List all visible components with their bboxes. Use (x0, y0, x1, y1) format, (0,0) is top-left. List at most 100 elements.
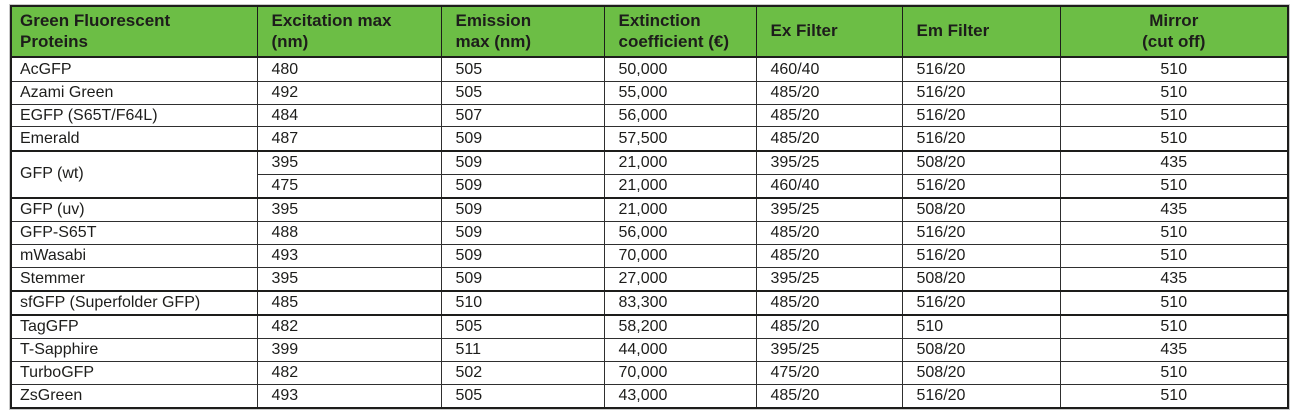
mirror-cell: 510 (1059, 313, 1289, 339)
ex-max-cell: 395 (256, 149, 442, 175)
ex-filter-cell: 460/40 (755, 173, 903, 199)
ex-max-cell: 488 (256, 220, 442, 245)
ext-coeff-cell: 58,200 (603, 313, 757, 339)
mirror-cell: 510 (1059, 289, 1289, 316)
ex-max-cell: 480 (256, 56, 442, 82)
em-max-cell: 505 (440, 313, 605, 339)
ex-max-cell: 485 (256, 289, 442, 316)
em-max-cell: 505 (440, 56, 605, 82)
table-row: TagGFP 482 505 58,200 485/20 510 510 (10, 313, 1289, 339)
table-row: T-Sapphire 399 511 44,000 395/25 508/20 435 (10, 337, 1289, 362)
em-filter-cell: 516/20 (901, 289, 1061, 316)
ext-coeff-cell: 56,000 (603, 220, 757, 245)
ex-filter-cell: 485/20 (755, 220, 903, 245)
column-header-label-line: coefficient (€) (618, 31, 730, 51)
column-header-mirror: Mirror (cut off) (1059, 5, 1289, 59)
column-header-label-line: Excitation max (271, 11, 392, 30)
gfp-properties-table: Green Fluorescent Proteins Excitation max(… (9, 4, 1290, 410)
ex-max-cell: 399 (256, 337, 442, 362)
em-filter-cell: 516/20 (901, 173, 1061, 199)
table-row: Stemmer 395 509 27,000 395/25 508/20 435 (10, 266, 1289, 292)
protein-name-cell: AcGFP (10, 56, 258, 82)
em-filter-cell: 508/20 (901, 337, 1061, 362)
em-filter-cell: 516/20 (901, 103, 1061, 128)
mirror-cell: 435 (1059, 266, 1289, 292)
ex-max-cell: 395 (256, 266, 442, 292)
em-max-cell: 509 (440, 149, 605, 175)
ex-max-cell: 482 (256, 313, 442, 339)
mirror-cell: 510 (1059, 360, 1289, 385)
ex-filter-cell: 395/25 (755, 337, 903, 362)
column-header-label-line: Green Fluorescent (20, 11, 171, 30)
ex-max-cell: 395 (256, 196, 442, 222)
em-max-cell: 509 (440, 196, 605, 222)
ext-coeff-cell: 50,000 (603, 56, 757, 82)
em-max-cell: 502 (440, 360, 605, 385)
ext-coeff-cell: 70,000 (603, 243, 757, 268)
table-row: TurboGFP 482 502 70,000 475/20 508/20 510 (10, 360, 1289, 385)
protein-name-cell: ZsGreen (10, 383, 258, 409)
mirror-cell: 510 (1059, 173, 1289, 199)
ext-coeff-cell: 57,500 (603, 126, 757, 152)
table-row: ZsGreen 493 505 43,000 485/20 516/20 510 (10, 383, 1289, 409)
ex-max-cell: 484 (256, 103, 442, 128)
ex-filter-cell: 485/20 (755, 80, 903, 105)
ext-coeff-cell: 21,000 (603, 173, 757, 199)
em-filter-cell: 508/20 (901, 196, 1061, 222)
column-header-label-line: Em Filter (916, 21, 990, 41)
ex-max-cell: 493 (256, 383, 442, 409)
table-row: GFP-S65T 488 509 56,000 485/20 516/20 510 (10, 220, 1289, 245)
column-header-ext_coeff: Extinction coefficient (€) (603, 5, 757, 59)
ex-max-cell: 492 (256, 80, 442, 105)
ex-max-cell: 482 (256, 360, 442, 385)
ext-coeff-cell: 21,000 (603, 196, 757, 222)
em-max-cell: 509 (440, 220, 605, 245)
ex-filter-cell: 395/25 (755, 149, 903, 175)
header-row: Green Fluorescent Proteins Excitation max(… (10, 5, 1289, 59)
table-row: Emerald 487 509 57,500 485/20 516/20 510 (10, 126, 1289, 152)
column-header-label-line: Proteins (20, 31, 89, 51)
ex-filter-cell: 460/40 (755, 56, 903, 82)
column-header-em_filter: Em Filter (901, 5, 1061, 59)
column-header-ex_max: Excitation max (nm) (256, 5, 442, 59)
column-header-label-line: (nm) (271, 31, 309, 51)
em-filter-cell: 516/20 (901, 80, 1061, 105)
ex-filter-cell: 485/20 (755, 289, 903, 316)
em-max-cell: 509 (440, 173, 605, 199)
gfp-properties-table-container: Green Fluorescent Proteins Excitation max(… (9, 4, 1290, 410)
em-filter-cell: 508/20 (901, 266, 1061, 292)
ex-filter-cell: 475/20 (755, 360, 903, 385)
ext-coeff-cell: 21,000 (603, 149, 757, 175)
table-row: EGFP (S65T/F64L) 484 507 56,000 485/20 516/20… (10, 103, 1289, 128)
mirror-cell: 510 (1059, 103, 1289, 128)
protein-name-cell: GFP (wt) (10, 149, 258, 199)
em-max-cell: 509 (440, 266, 605, 292)
column-header-label-line: Emission (455, 11, 532, 30)
column-header-label-line: (cut off) (1142, 31, 1206, 51)
table-row: AcGFP 480 505 50,000 460/40 516/20 510 (10, 56, 1289, 82)
ext-coeff-cell: 55,000 (603, 80, 757, 105)
em-max-cell: 509 (440, 126, 605, 152)
protein-name-cell: Emerald (10, 126, 258, 152)
column-header-label-line: Mirror (1149, 11, 1199, 30)
protein-name-cell: GFP (uv) (10, 196, 258, 222)
mirror-cell: 435 (1059, 149, 1289, 175)
protein-name-cell: EGFP (S65T/F64L) (10, 103, 258, 128)
table-row: GFP (wt) 395 509 21,000 395/25 508/20 435 (10, 149, 1289, 199)
em-max-cell: 511 (440, 337, 605, 362)
em-filter-cell: 516/20 (901, 126, 1061, 152)
mirror-cell: 510 (1059, 220, 1289, 245)
protein-name-cell: sfGFP (Superfolder GFP) (10, 289, 258, 316)
column-header-label-line: Ex Filter (770, 21, 838, 41)
em-filter-cell: 508/20 (901, 149, 1061, 175)
protein-name-cell: Stemmer (10, 266, 258, 292)
em-filter-cell: 510 (901, 313, 1061, 339)
table-row: mWasabi 493 509 70,000 485/20 516/20 510 (10, 243, 1289, 268)
protein-name-cell: TurboGFP (10, 360, 258, 385)
em-filter-cell: 516/20 (901, 383, 1061, 409)
ex-filter-cell: 485/20 (755, 383, 903, 409)
column-header-label-line: max (nm) (455, 31, 532, 51)
em-filter-cell: 516/20 (901, 220, 1061, 245)
ext-coeff-cell: 83,300 (603, 289, 757, 316)
em-max-cell: 505 (440, 80, 605, 105)
